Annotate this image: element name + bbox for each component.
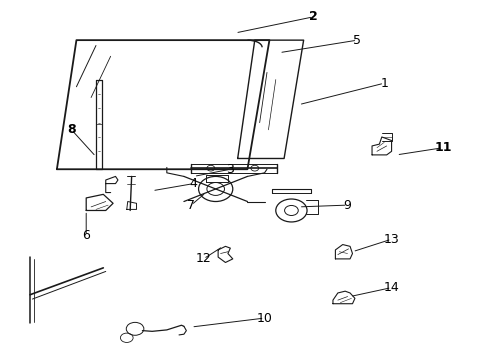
Text: 5: 5 (353, 33, 362, 47)
Text: 6: 6 (82, 229, 90, 242)
Text: 10: 10 (257, 311, 272, 325)
Text: 4: 4 (190, 177, 197, 190)
Text: 11: 11 (434, 141, 452, 154)
Text: 12: 12 (196, 252, 211, 265)
Text: 13: 13 (384, 233, 399, 246)
Text: 3: 3 (226, 163, 234, 176)
Text: 7: 7 (187, 199, 195, 212)
Text: 14: 14 (384, 281, 399, 294)
Text: 2: 2 (309, 10, 318, 23)
Text: 1: 1 (380, 77, 388, 90)
Text: 8: 8 (67, 123, 76, 136)
Text: 9: 9 (343, 199, 351, 212)
